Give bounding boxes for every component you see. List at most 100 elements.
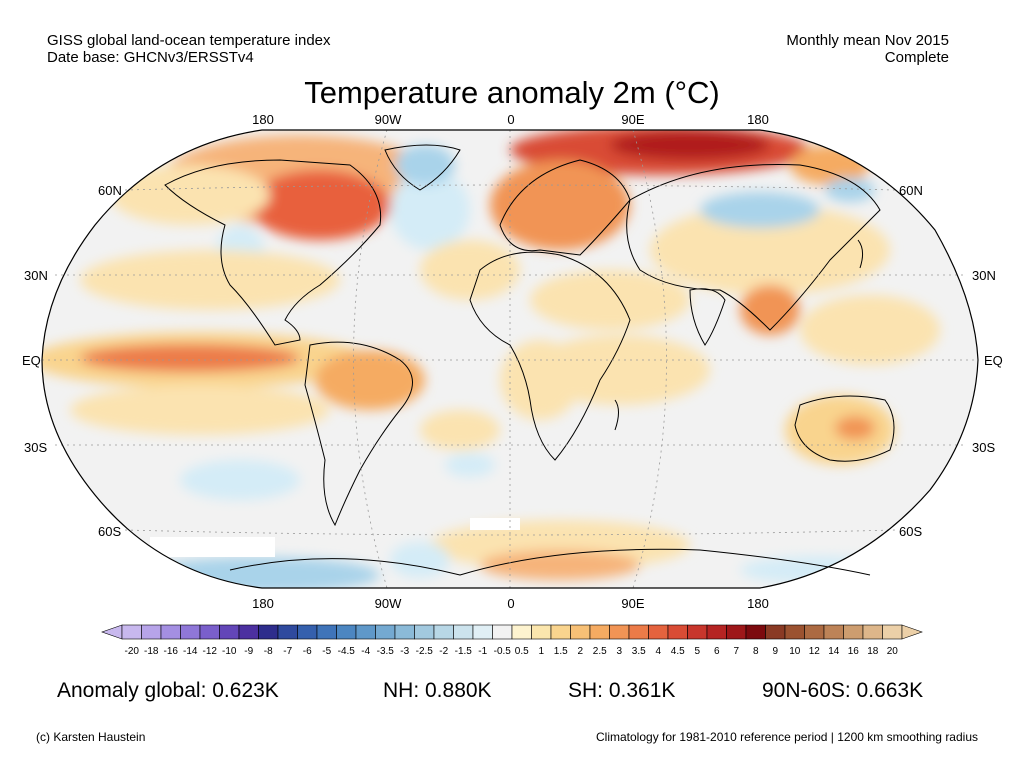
lon-label-top-180w: 180 — [252, 112, 274, 127]
lon-label-top-90e: 90E — [621, 112, 645, 127]
colorbar-swatch — [355, 624, 376, 640]
colorbar-swatch — [628, 624, 649, 640]
colorbar-tick-label: 5 — [694, 646, 701, 657]
colorbar-swatch — [804, 624, 825, 640]
lat-label-left-30n: 30N — [24, 268, 48, 283]
hot-australia-core — [835, 416, 875, 440]
colorbar-swatch — [726, 624, 747, 640]
cold-greenland-sea — [395, 145, 455, 185]
warm-amazon — [315, 350, 425, 410]
colorbar-tick-label: -10 — [222, 646, 237, 657]
lon-label-bottom-180w: 180 — [252, 596, 274, 611]
colorbar-swatch — [511, 624, 532, 640]
colorbar-swatch — [531, 624, 552, 640]
colorbar-tick-label: -1 — [478, 646, 488, 657]
colorbar-tick-label: -4.5 — [337, 646, 355, 657]
graticule — [42, 129, 978, 589]
colorbar-tick-label: 20 — [886, 646, 898, 657]
colorbar-tick-label: 7 — [733, 646, 740, 657]
colorbar-swatch — [121, 624, 142, 640]
status-label: Complete — [884, 49, 949, 66]
warm-south-atlantic — [420, 410, 500, 450]
hot-canada — [250, 170, 390, 240]
missing-data-sea-ice — [150, 537, 275, 557]
globe-outline — [41, 129, 979, 589]
colorbar-tick-label: -0.5 — [493, 646, 511, 657]
colorbar-tick-label: -5 — [322, 646, 332, 657]
colorbar-swatch — [472, 624, 493, 640]
colorbar-swatch — [648, 624, 669, 640]
cold-south-atlantic — [445, 453, 495, 477]
colorbar-tick-label: -4 — [361, 646, 371, 657]
warm-north-pacific-subtropic — [80, 250, 340, 310]
coast-antarctica — [229, 548, 871, 576]
coast-south-america — [304, 341, 413, 527]
colorbar-tick-label: -20 — [124, 646, 139, 657]
colorbar-swatch — [219, 624, 240, 640]
colorbar-tick-label: -7 — [283, 646, 293, 657]
colorbar-tick-label: -12 — [202, 646, 217, 657]
hot-southeast-asia — [740, 285, 800, 335]
anomaly-global: Anomaly global: 0.623K — [57, 679, 279, 702]
coast-asia — [626, 163, 881, 331]
colorbar-swatch — [765, 624, 786, 640]
colorbar-swatch — [453, 624, 474, 640]
colorbar-tick-label: -3.5 — [376, 646, 394, 657]
colorbar-swatch — [843, 624, 864, 640]
lat-label-left-30s: 30S — [24, 440, 48, 455]
colorbar-tick-label: -9 — [244, 646, 254, 657]
colorbar-swatch — [570, 624, 591, 640]
warm-arabia — [530, 270, 690, 330]
lon-label-top-90w: 90W — [374, 112, 402, 127]
warm-south-pacific — [70, 385, 330, 435]
colorbar-swatch — [258, 624, 279, 640]
colorbar-tick-label: 0.5 — [514, 646, 529, 657]
coastlines — [164, 144, 895, 576]
lon-label-bottom-180e: 180 — [747, 596, 769, 611]
lat-label-right-60n: 60N — [899, 183, 923, 198]
colorbar-tick-label: 1 — [538, 646, 545, 657]
coast-india — [689, 288, 726, 346]
colorbar-swatch — [160, 624, 181, 640]
lon-label-bottom-0: 0 — [507, 596, 515, 611]
anomaly-nh: NH: 0.880K — [383, 679, 492, 702]
cold-kamchatka — [825, 178, 875, 202]
colorbar-tick-label: 14 — [828, 646, 840, 657]
colorbar-tick-label: -8 — [263, 646, 273, 657]
coast-madagascar — [614, 399, 619, 431]
lat-label-right-eq: EQ — [984, 353, 1003, 368]
colorbar-swatch — [433, 624, 454, 640]
colorbar-tick-label: 8 — [752, 646, 759, 657]
lat-label-left-60n: 60N — [98, 183, 122, 198]
cold-southeast-pacific — [180, 460, 300, 500]
coast-north-america — [164, 159, 382, 346]
el-nino-core — [80, 344, 300, 372]
hot-antarctica — [480, 550, 640, 580]
colorbar-swatch — [667, 624, 688, 640]
colorbar-swatch — [277, 624, 298, 640]
colorbar-tick-label: -2.5 — [415, 646, 433, 657]
cold-central-asia — [700, 192, 820, 228]
colorbar-swatch — [316, 624, 337, 640]
colorbar-tick-label: -3 — [400, 646, 410, 657]
missing-data-antarctic — [470, 518, 520, 530]
coast-japan — [857, 239, 864, 269]
anomaly-90n-60s: 90N-60S: 0.663K — [762, 679, 924, 702]
colorbar-tick-label: 3.5 — [631, 646, 646, 657]
lon-label-top-0: 0 — [507, 112, 515, 127]
climatology-note: Climatology for 1981-2010 reference peri… — [596, 730, 978, 744]
coast-africa — [469, 251, 631, 461]
colorbar-tick-label: -1.5 — [454, 646, 472, 657]
colorbar-swatch — [375, 624, 396, 640]
lon-label-bottom-90e: 90E — [621, 596, 645, 611]
warm-north-pacific — [110, 165, 270, 225]
warm-north-atlantic-subtropic — [420, 240, 520, 300]
colorbar-swatch — [414, 624, 435, 640]
colorbar-swatch — [687, 624, 708, 640]
lat-label-left-60s: 60S — [98, 524, 122, 539]
colorbar-tick-label: 4 — [655, 646, 662, 657]
period-label: Monthly mean Nov 2015 — [786, 32, 949, 49]
lat-label-right-60s: 60S — [899, 524, 923, 539]
colorbar-tick-label: 3 — [616, 646, 623, 657]
